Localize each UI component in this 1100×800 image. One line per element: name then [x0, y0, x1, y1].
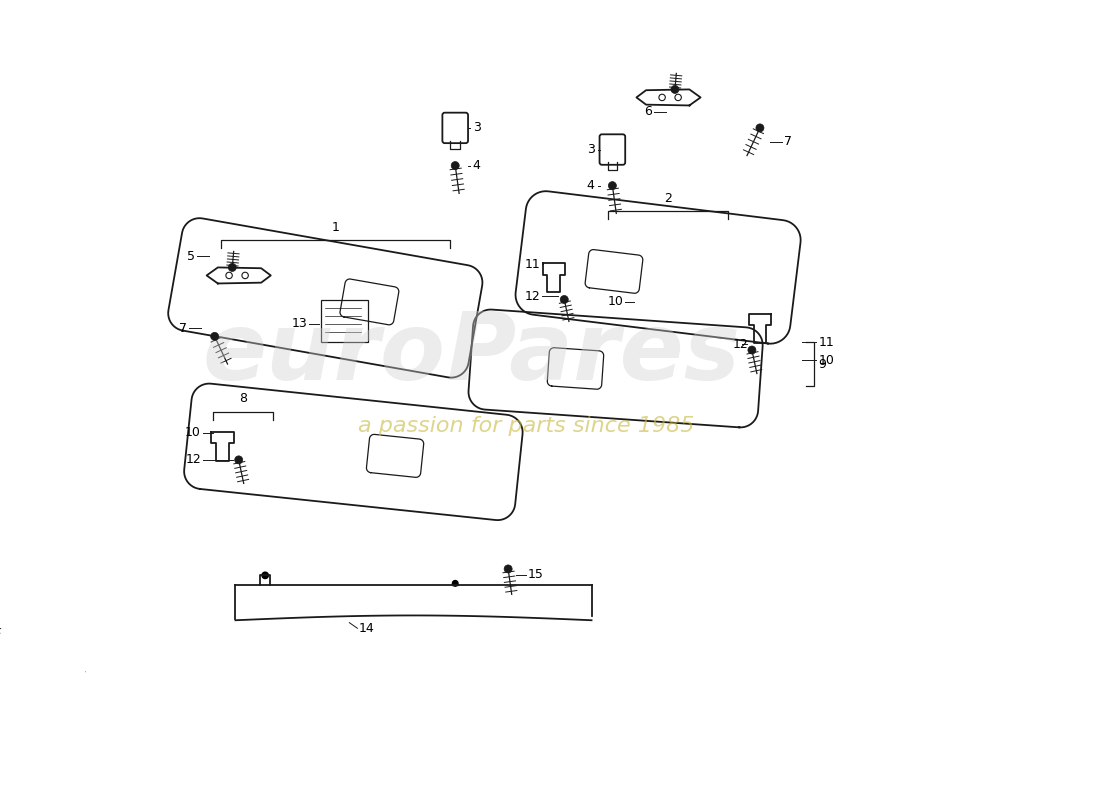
Circle shape	[608, 182, 616, 190]
Text: 15: 15	[527, 568, 543, 581]
Text: 11: 11	[525, 258, 540, 270]
Text: 4: 4	[587, 179, 595, 192]
Circle shape	[671, 86, 679, 94]
Circle shape	[504, 565, 513, 573]
Circle shape	[262, 572, 268, 578]
Text: 13: 13	[292, 317, 308, 330]
Bar	[321, 300, 367, 342]
Text: 14: 14	[359, 622, 375, 634]
Text: 12: 12	[185, 454, 201, 466]
Text: 7: 7	[784, 135, 792, 148]
Text: 3: 3	[473, 122, 481, 134]
Text: Pares: Pares	[446, 308, 739, 400]
Circle shape	[452, 581, 458, 586]
Text: 1: 1	[331, 221, 339, 234]
Text: a passion for parts since 1985: a passion for parts since 1985	[358, 416, 694, 436]
Text: 9: 9	[818, 358, 826, 370]
Text: 5: 5	[187, 250, 196, 262]
Circle shape	[210, 332, 219, 340]
Text: 7: 7	[179, 322, 187, 335]
Text: 6: 6	[645, 106, 652, 118]
Text: 10: 10	[818, 354, 834, 367]
Circle shape	[756, 124, 763, 132]
Circle shape	[560, 295, 569, 303]
Text: 2: 2	[663, 192, 672, 205]
Text: euro: euro	[202, 308, 446, 400]
Text: 12: 12	[525, 290, 540, 302]
Circle shape	[229, 263, 236, 271]
Text: 10: 10	[185, 426, 201, 439]
Circle shape	[748, 346, 756, 354]
Text: 11: 11	[818, 335, 834, 349]
Text: 8: 8	[239, 392, 248, 406]
Circle shape	[451, 162, 459, 170]
Text: 4: 4	[473, 159, 481, 172]
Circle shape	[234, 456, 243, 464]
Text: 12: 12	[733, 338, 749, 351]
Text: 3: 3	[587, 143, 595, 156]
Text: 10: 10	[607, 295, 624, 309]
